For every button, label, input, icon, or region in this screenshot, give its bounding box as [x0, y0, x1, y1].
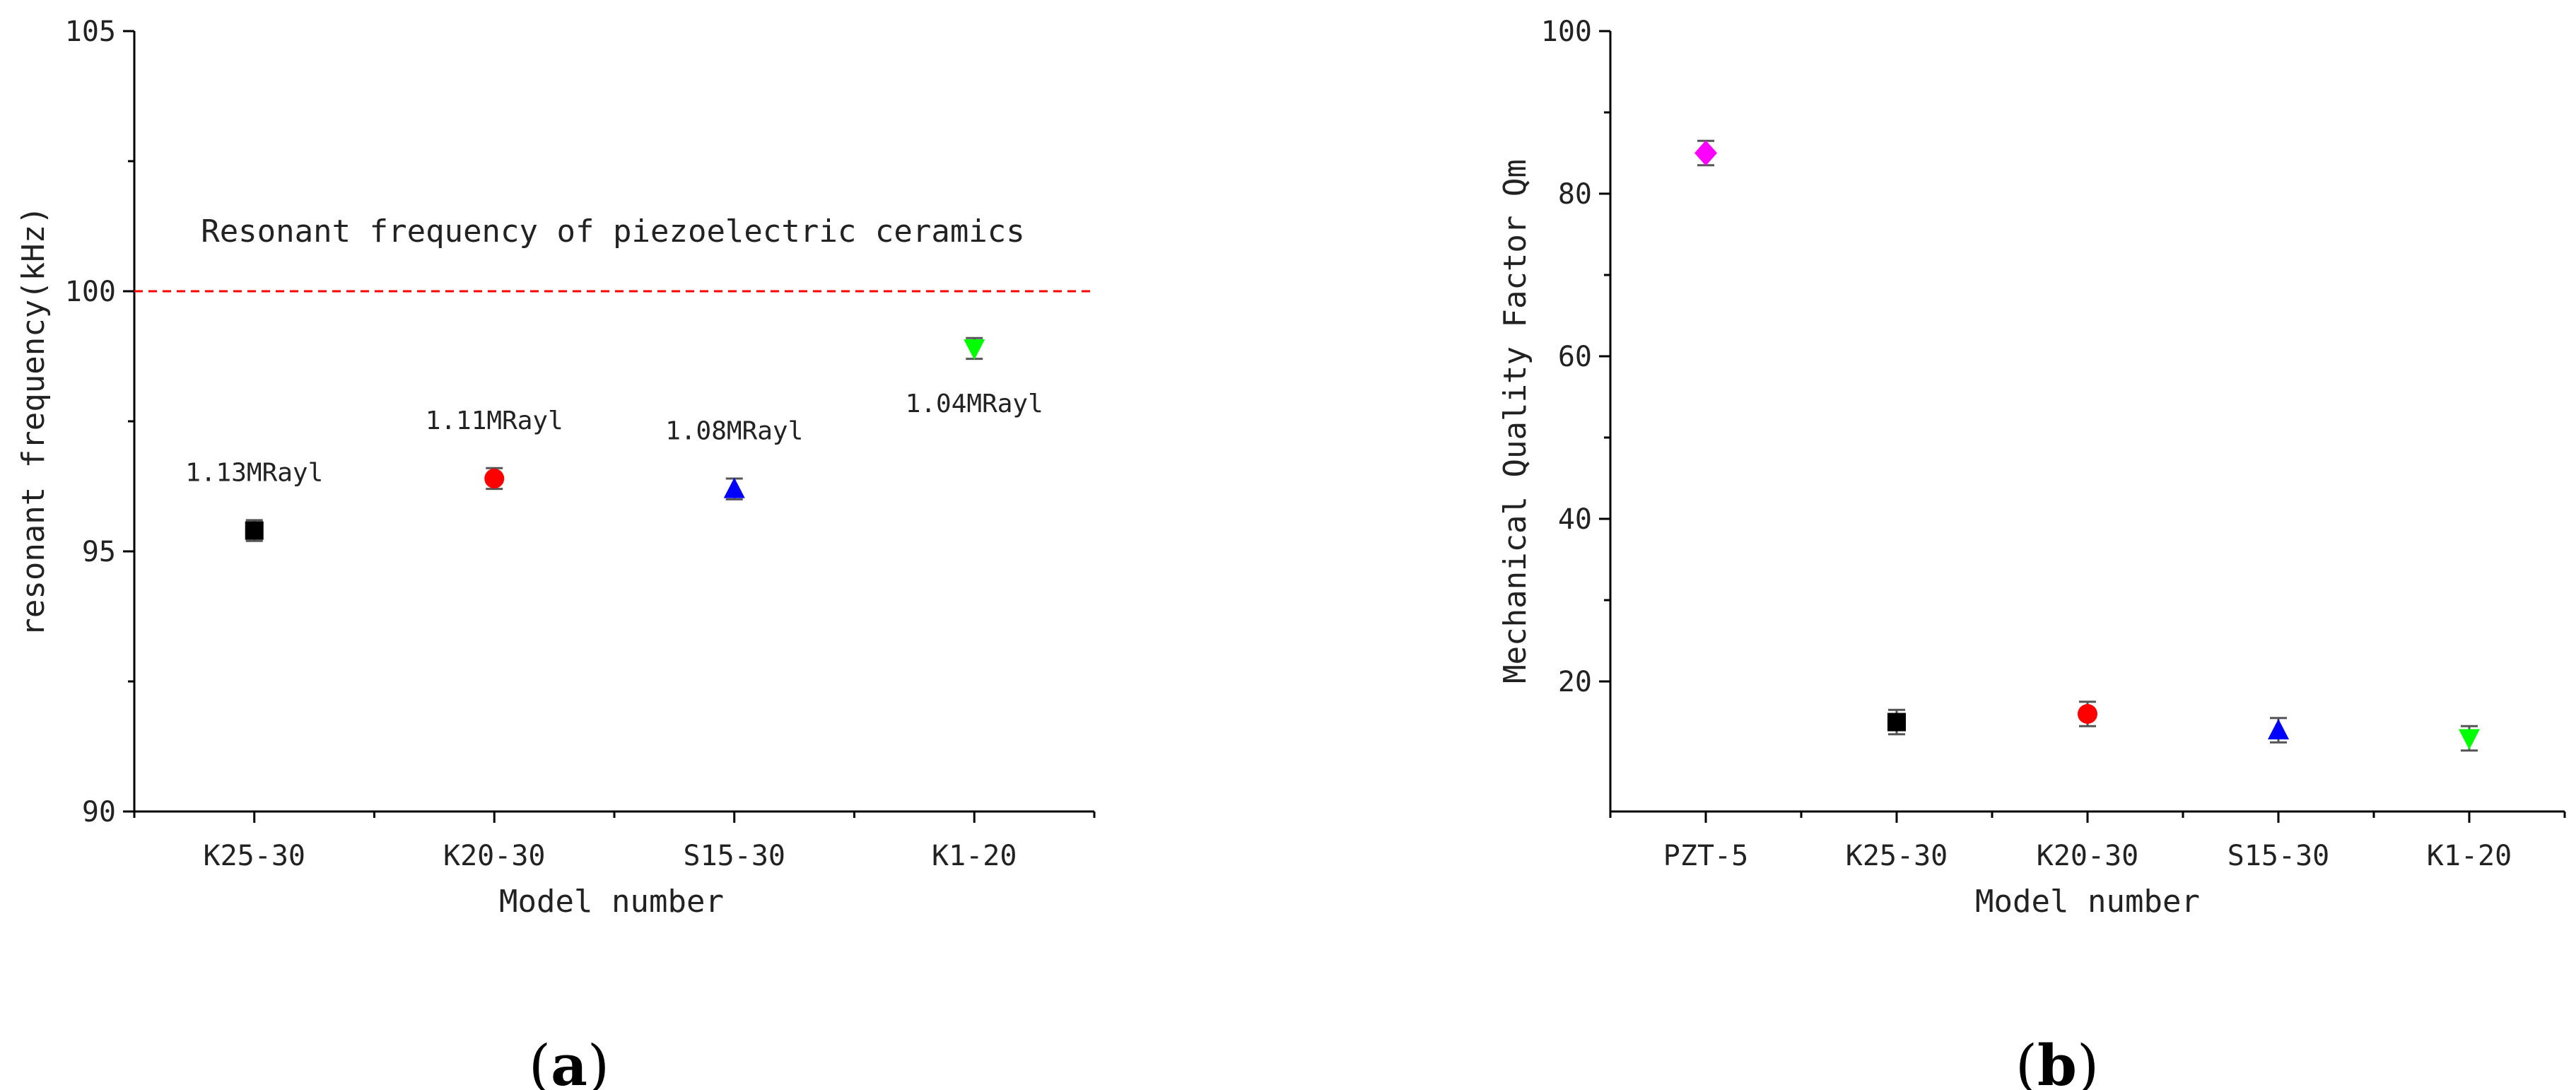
chart-a-points	[245, 336, 985, 542]
b-y-tick-label: 80	[1558, 178, 1592, 211]
a-point-s15-30	[723, 477, 745, 498]
a-point-label: 1.04MRayl	[906, 389, 1043, 418]
b-x-tick-label: K25-30	[1846, 840, 1948, 872]
a-point-label: 1.08MRayl	[665, 417, 803, 446]
a-x-tick-label: S15-30	[684, 840, 786, 872]
b-y-tick-label: 100	[1541, 16, 1592, 48]
a-y-tick-label: 95	[82, 536, 116, 568]
b-y-tick-label: 20	[1558, 666, 1592, 698]
a-y-tick-label: 100	[65, 276, 116, 308]
chart-b-panel-label: (b)	[2015, 1032, 2099, 1090]
chart-b-y-ticks: 20 40 60 80 100	[1541, 16, 1610, 698]
chart-a-point-labels: 1.13MRayl 1.11MRayl 1.08MRayl 1.04MRayl	[185, 389, 1043, 488]
chart-a-x-ticks: K25-30 K20-30 S15-30 K1-20	[133, 811, 1096, 872]
chart-a: Resonant frequency of piezoelectric cera…	[16, 16, 1096, 1090]
chart-a-y-ticks: 90 95 100 105	[65, 16, 134, 828]
b-point-k25-30	[1887, 713, 1906, 732]
b-point-k1-20	[2459, 729, 2480, 750]
a-y-tick-label: 90	[82, 796, 116, 828]
chart-a-panel-label: (a)	[529, 1032, 609, 1090]
a-point-k20-30	[484, 468, 505, 488]
chart-a-reference-label: Resonant frequency of piezoelectric cera…	[201, 213, 1025, 250]
chart-b-points	[1694, 139, 2480, 752]
b-point-pzt-5	[1694, 140, 1717, 166]
b-x-tick-label: PZT-5	[1663, 840, 1748, 872]
b-y-tick-label: 60	[1558, 341, 1592, 373]
chart-b-x-ticks: PZT-5 K25-30 K20-30 S15-30 K1-20	[1609, 811, 2566, 872]
chart-b: 20 40 60 80 100 PZT-5 K25-30 K20-30 S15-30 K1-20…	[1497, 16, 2566, 1090]
a-point-label: 1.11MRayl	[426, 406, 563, 435]
chart-b-y-axis-title: Mechanical Quality Factor Qm	[1497, 159, 1533, 684]
b-x-tick-label: K20-30	[2037, 840, 2139, 872]
a-point-k25-30	[245, 521, 264, 540]
chart-b-x-axis-title: Model number	[1975, 884, 2200, 920]
a-x-tick-label: K1-20	[932, 840, 1017, 872]
chart-a-x-axis-title: Model number	[499, 884, 724, 920]
b-x-tick-label: K1-20	[2427, 840, 2512, 872]
a-x-tick-label: K25-30	[204, 840, 306, 872]
b-y-tick-label: 40	[1558, 503, 1592, 536]
a-point-label: 1.13MRayl	[185, 459, 323, 488]
a-point-k1-20	[964, 339, 985, 360]
a-y-tick-label: 105	[65, 16, 116, 48]
b-x-tick-label: S15-30	[2227, 840, 2330, 872]
chart-a-y-axis-title: resonant frequency(kHz)	[16, 206, 52, 636]
b-point-k20-30	[2078, 704, 2097, 724]
a-x-tick-label: K20-30	[443, 840, 546, 872]
b-point-s15-30	[2268, 719, 2289, 739]
